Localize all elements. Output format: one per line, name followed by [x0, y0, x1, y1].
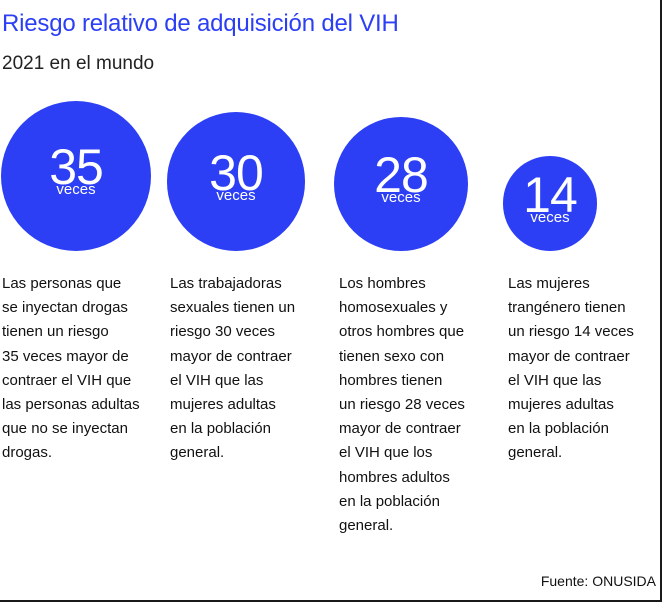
risk-description-line: hombres tienen: [339, 371, 443, 389]
risk-description-2: Los hombres homosexuales y otros hombres q…: [339, 272, 465, 538]
risk-description-line: mayor de contraer: [508, 347, 630, 365]
risk-description-line: que no se inyectan: [2, 420, 128, 438]
risk-unit-label: veces: [530, 208, 570, 226]
risk-bubble-1: 30 veces: [166, 112, 306, 251]
risk-description-line: drogas.: [2, 444, 53, 462]
risk-description-line: en la población: [508, 420, 609, 438]
risk-description-line: contraer el VIH que: [2, 371, 132, 389]
risk-bubble-0: 35 veces: [1, 101, 151, 251]
risk-description-line: en la población: [170, 420, 271, 438]
risk-value-label: 30: [209, 144, 264, 201]
risk-description-line: Las mujeres: [508, 275, 590, 292]
risk-unit-label: veces: [381, 188, 421, 206]
risk-description-3: Las mujeres trangénero tienen un riesgo 14…: [508, 272, 634, 466]
risk-description-line: el VIH que las: [508, 371, 602, 389]
risk-description-line: hombres adultos: [339, 468, 450, 486]
risk-description-line: 35 veces mayor de: [2, 347, 129, 365]
risk-description-line: sexuales tienen un: [170, 299, 296, 317]
risk-description-line: las personas adultas: [2, 396, 140, 414]
risk-value-label: 35: [49, 139, 104, 195]
risk-description-line: mujeres adultas: [508, 396, 614, 414]
risk-description-line: Las trabajadoras: [170, 275, 282, 292]
risk-description-line: general.: [170, 444, 225, 462]
risk-description-line: tienen un riesgo: [2, 323, 109, 341]
risk-value-label: 28: [374, 146, 429, 203]
risk-description-line: otros hombres que: [339, 323, 465, 341]
risk-description-line: mayor de contraer: [339, 420, 461, 438]
risk-description-1: Las trabajadoras sexuales tienen un riesgo…: [170, 272, 295, 466]
risk-value-label: 14: [523, 166, 578, 223]
risk-description-line: general.: [339, 517, 394, 535]
chart-subtitle: 2021 en el mundo: [2, 53, 155, 74]
risk-description-0: Las personas que se inyectan drogas tienen…: [2, 272, 140, 466]
risk-description-line: Las personas que: [2, 275, 122, 292]
risk-unit-label: veces: [216, 186, 256, 204]
risk-description-line: mayor de contraer: [170, 347, 292, 365]
risk-description-line: Los hombres: [339, 275, 426, 292]
risk-description-line: mujeres adultas: [170, 396, 276, 414]
risk-description-line: general.: [508, 444, 563, 462]
chart-title: Riesgo relativo de adquisición del VIH: [2, 10, 399, 37]
risk-unit-label: veces: [56, 181, 96, 198]
risk-description-line: un riesgo 28 veces: [339, 396, 465, 414]
risk-bubble-2: 28 veces: [333, 116, 469, 251]
risk-bubble-3: 14 veces: [502, 156, 598, 251]
risk-description-line: un riesgo 14 veces: [508, 323, 634, 341]
source-note: Fuente: ONUSIDA: [540, 573, 656, 589]
frame-right-border: [660, 0, 662, 602]
risk-description-line: homosexuales y: [339, 299, 448, 317]
risk-description-line: el VIH que los: [339, 444, 433, 462]
risk-description-line: riesgo 30 veces: [170, 323, 276, 341]
risk-description-line: el VIH que las: [170, 371, 264, 389]
risk-description-line: en la población: [339, 492, 440, 510]
frame-bottom-border: [0, 600, 662, 602]
risk-description-line: trangénero tienen: [508, 299, 626, 317]
risk-description-line: se inyectan drogas: [2, 299, 128, 317]
risk-description-line: tienen sexo con: [339, 347, 445, 365]
